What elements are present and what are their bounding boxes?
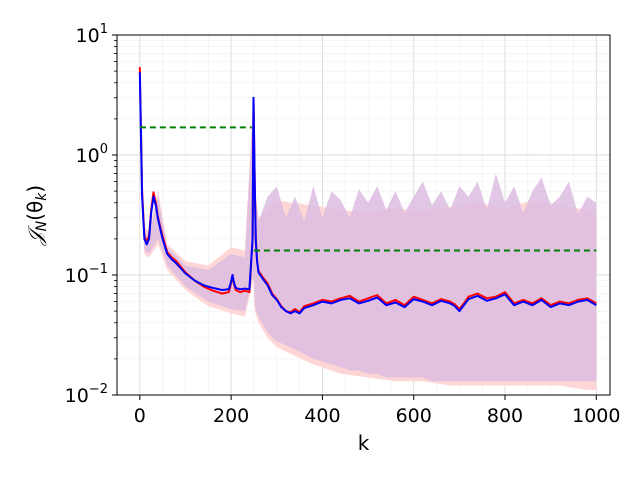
- y-tick-label: 101: [76, 22, 108, 47]
- y-axis-label-close: ): [23, 185, 47, 193]
- y-tick-label: 10−1: [65, 262, 108, 287]
- y-axis-label: 𝒥N(θk): [23, 185, 50, 246]
- x-tick-label: 200: [213, 405, 249, 427]
- y-axis-label-open: (θ: [23, 201, 47, 221]
- y-tick-exponent: −2: [89, 382, 108, 397]
- y-tick-base: 10: [76, 145, 100, 167]
- plot-frame: [116, 34, 611, 396]
- y-axis-label-sub2: k: [34, 192, 50, 201]
- x-tick-label: 800: [487, 405, 523, 427]
- reference-lines: [139, 126, 597, 252]
- x-tick-label: 1000: [572, 405, 620, 427]
- y-tick-base: 10: [65, 265, 89, 287]
- series-lines: [138, 67, 597, 315]
- y-tick-exponent: −1: [89, 262, 108, 277]
- x-tick-label: 400: [304, 405, 340, 427]
- y-tick-base: 10: [76, 25, 100, 47]
- y-tick-base: 10: [65, 385, 89, 407]
- y-tick-exponent: 0: [100, 142, 108, 157]
- x-tick-label: 600: [396, 405, 432, 427]
- x-axis-ticks: 0 200 400 600 800 1000: [134, 395, 620, 427]
- y-axis-label-sub1: N: [34, 220, 50, 231]
- y-tick-label: 10−2: [65, 382, 108, 407]
- y-tick-exponent: 1: [100, 22, 108, 37]
- x-axis-label: k: [358, 431, 370, 455]
- y-tick-label: 100: [76, 142, 108, 167]
- blue-series-line: [138, 72, 597, 315]
- x-tick-label: 0: [134, 405, 146, 427]
